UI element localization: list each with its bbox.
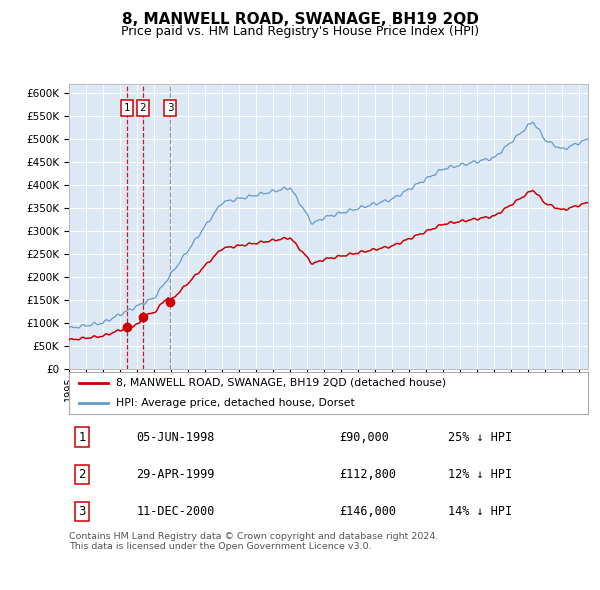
Text: 8, MANWELL ROAD, SWANAGE, BH19 2QD (detached house): 8, MANWELL ROAD, SWANAGE, BH19 2QD (deta…: [116, 378, 446, 388]
Text: 25% ↓ HPI: 25% ↓ HPI: [448, 431, 512, 444]
Text: 2: 2: [139, 103, 146, 113]
Text: £90,000: £90,000: [339, 431, 389, 444]
Text: 3: 3: [167, 103, 173, 113]
Text: 1: 1: [78, 431, 86, 444]
Text: HPI: Average price, detached house, Dorset: HPI: Average price, detached house, Dors…: [116, 398, 355, 408]
Text: 29-APR-1999: 29-APR-1999: [136, 468, 215, 481]
Text: 11-DEC-2000: 11-DEC-2000: [136, 505, 215, 518]
Text: 2: 2: [78, 468, 86, 481]
Text: 1: 1: [124, 103, 131, 113]
Text: 3: 3: [78, 505, 86, 518]
Text: 12% ↓ HPI: 12% ↓ HPI: [448, 468, 512, 481]
Text: 05-JUN-1998: 05-JUN-1998: [136, 431, 215, 444]
Text: £112,800: £112,800: [339, 468, 396, 481]
Text: 8, MANWELL ROAD, SWANAGE, BH19 2QD: 8, MANWELL ROAD, SWANAGE, BH19 2QD: [122, 12, 478, 27]
Text: 14% ↓ HPI: 14% ↓ HPI: [448, 505, 512, 518]
Text: Contains HM Land Registry data © Crown copyright and database right 2024.
This d: Contains HM Land Registry data © Crown c…: [69, 532, 439, 551]
Text: £146,000: £146,000: [339, 505, 396, 518]
Text: Price paid vs. HM Land Registry's House Price Index (HPI): Price paid vs. HM Land Registry's House …: [121, 25, 479, 38]
